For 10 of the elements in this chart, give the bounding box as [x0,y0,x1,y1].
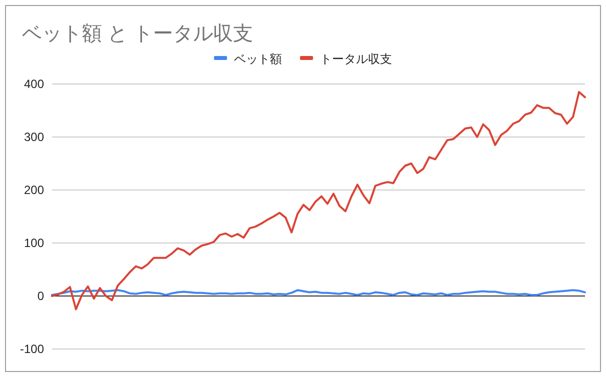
legend-label: ベット額 [234,52,282,66]
y-tick-label: 400 [24,77,44,91]
y-tick-label: 100 [24,236,44,250]
legend-label: トータル収支 [320,52,392,66]
y-tick-label: 0 [37,289,44,303]
line-series [51,90,586,310]
y-tick-label: 200 [24,183,44,197]
y-tick-label: -100 [20,342,44,356]
chart-title: ベット額 と トータル収支 [22,23,254,45]
y-tick-label: 300 [24,130,44,144]
